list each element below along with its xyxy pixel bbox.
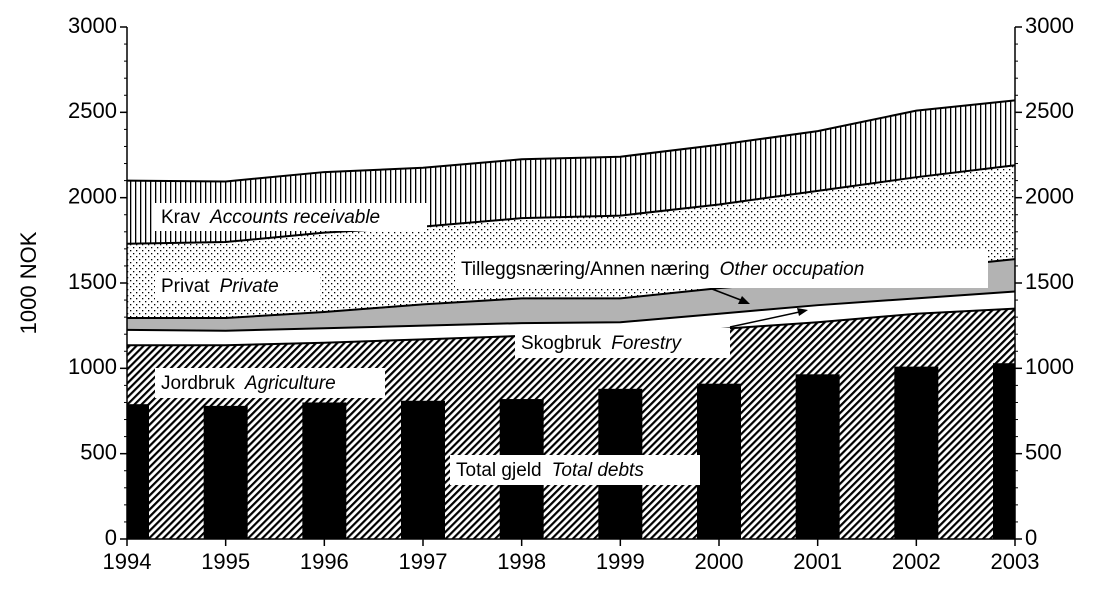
label-box bbox=[450, 455, 700, 485]
y-tick-label: 2500 bbox=[68, 98, 117, 123]
series-name-en: Accounts receivable bbox=[209, 207, 380, 228]
x-tick-label: 1996 bbox=[300, 549, 349, 574]
series-label: Jordbruk Agriculture bbox=[161, 373, 336, 394]
arrow-head bbox=[738, 296, 750, 304]
y-tick-label: 500 bbox=[80, 439, 117, 464]
y-tick-label: 0 bbox=[105, 525, 117, 550]
label-box bbox=[155, 272, 320, 300]
series-name: Tilleggsnæring/Annen næring bbox=[461, 259, 710, 280]
series-label: Tilleggsnæring/Annen næring Other occupat… bbox=[461, 259, 864, 280]
series-name-en: Total debts bbox=[552, 460, 645, 481]
bars bbox=[127, 363, 1015, 539]
x-tick-label: 1994 bbox=[103, 549, 152, 574]
x-tick-label: 2000 bbox=[695, 549, 744, 574]
series-name-en: Other occupation bbox=[720, 259, 865, 280]
y2-tick-label: 500 bbox=[1025, 439, 1062, 464]
series-label: Total gjeld Total debts bbox=[456, 460, 644, 481]
y2-tick-label: 2500 bbox=[1025, 98, 1074, 123]
area bbox=[127, 291, 1015, 346]
x-tick-label: 2003 bbox=[991, 549, 1040, 574]
x-tick-label: 1999 bbox=[596, 549, 645, 574]
bar bbox=[894, 366, 939, 539]
series-name: Krav bbox=[161, 207, 201, 228]
series-label: Skogbruk Forestry bbox=[521, 333, 682, 354]
label-box bbox=[155, 203, 427, 231]
series-name: Jordbruk bbox=[161, 373, 235, 394]
series-name-en: Agriculture bbox=[244, 373, 336, 394]
x-tick-label: 2002 bbox=[892, 549, 941, 574]
area-edge bbox=[126, 99, 1016, 183]
bar bbox=[203, 405, 248, 539]
bar bbox=[697, 383, 741, 539]
y-tick-label: 3000 bbox=[68, 13, 117, 38]
arrow-head bbox=[797, 308, 808, 316]
series-name-en: Forestry bbox=[611, 333, 682, 354]
series-name: Skogbruk bbox=[521, 333, 602, 354]
series-label: Privat Private bbox=[161, 276, 279, 297]
y-tick-label: 1000 bbox=[68, 354, 117, 379]
series-name: Total gjeld bbox=[456, 460, 542, 481]
y-axis-label: 1000 NOK bbox=[16, 231, 41, 334]
y-tick-label: 1500 bbox=[68, 269, 117, 294]
arrow bbox=[729, 310, 805, 328]
area bbox=[127, 308, 1015, 539]
series-label: Krav Accounts receivable bbox=[161, 207, 380, 228]
y2-tick-label: 1500 bbox=[1025, 269, 1074, 294]
y2-tick-label: 0 bbox=[1025, 525, 1037, 550]
bar bbox=[795, 374, 840, 539]
area-edge bbox=[126, 164, 1016, 245]
y2-tick-label: 2000 bbox=[1025, 183, 1074, 208]
series-name-en: Private bbox=[220, 276, 279, 297]
x-tick-label: 2001 bbox=[793, 549, 842, 574]
x-tick-label: 1997 bbox=[399, 549, 448, 574]
label-box bbox=[155, 368, 385, 398]
area bbox=[127, 259, 1015, 331]
y2-tick-label: 1000 bbox=[1025, 354, 1074, 379]
bar bbox=[401, 400, 445, 539]
bar bbox=[302, 402, 347, 539]
y2-tick-label: 3000 bbox=[1025, 13, 1074, 38]
x-tick-label: 1995 bbox=[201, 549, 250, 574]
bar bbox=[127, 404, 149, 539]
y-tick-label: 2000 bbox=[68, 183, 117, 208]
area-edge bbox=[126, 290, 1016, 332]
series-name: Privat bbox=[161, 276, 210, 297]
bar bbox=[993, 363, 1015, 539]
x-tick-label: 1998 bbox=[497, 549, 546, 574]
label-box bbox=[455, 250, 988, 288]
label-box bbox=[515, 328, 730, 358]
